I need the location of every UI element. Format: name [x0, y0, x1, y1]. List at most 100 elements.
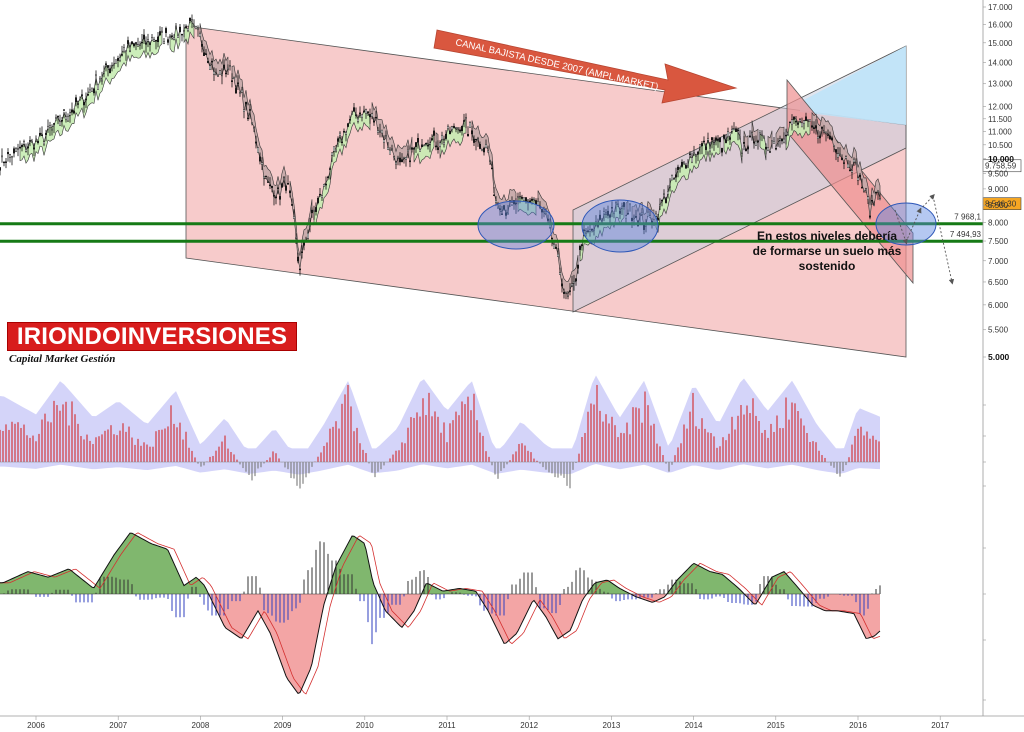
- candle-body: [507, 212, 510, 215]
- price-tag-label: 9.758,59: [985, 162, 1017, 171]
- candle: [849, 160, 852, 172]
- candle: [619, 207, 622, 220]
- year-tick-label: 2013: [603, 721, 621, 730]
- candle: [627, 209, 630, 215]
- candle-body: [415, 142, 418, 147]
- candle-body: [855, 162, 858, 164]
- candle-body: [671, 175, 674, 181]
- candle-body: [246, 117, 249, 120]
- candle-body: [64, 116, 67, 120]
- candle-body: [76, 103, 79, 105]
- projection-arrow: [905, 207, 922, 243]
- candle-body: [47, 125, 50, 130]
- candle-body: [841, 157, 844, 161]
- candle: [57, 115, 60, 125]
- candle: [37, 139, 40, 145]
- candle-body: [623, 202, 626, 207]
- candle: [134, 41, 137, 51]
- trailing-stop-short: [435, 132, 439, 148]
- price-tick-label: 6.000: [988, 301, 1009, 310]
- candle-body: [723, 134, 726, 139]
- candle-body: [289, 190, 292, 194]
- candle: [152, 36, 155, 42]
- candle-body: [126, 40, 129, 44]
- candle: [801, 117, 804, 128]
- candle-body: [835, 149, 838, 153]
- candle-body: [136, 44, 139, 47]
- candle-body: [250, 122, 253, 125]
- candle: [863, 190, 866, 193]
- candle-body: [685, 165, 688, 169]
- candle-body: [401, 159, 404, 163]
- price-tick-label: 14.000: [988, 59, 1013, 68]
- candle-body: [226, 67, 229, 70]
- candle: [693, 145, 696, 156]
- candle: [4, 158, 7, 169]
- candle: [443, 135, 446, 148]
- candle: [212, 67, 215, 81]
- candle-body: [801, 122, 804, 128]
- candle-body: [61, 120, 64, 122]
- candle-body: [663, 193, 666, 195]
- year-tick-label: 2016: [849, 721, 867, 730]
- candle-body: [158, 31, 161, 36]
- brand-name: IRIONDOINVERSIONES: [16, 323, 288, 350]
- candle-body: [14, 148, 17, 153]
- candle: [675, 167, 678, 183]
- candle: [677, 164, 680, 178]
- candle: [861, 178, 864, 189]
- candle-body: [74, 97, 77, 103]
- candle-body: [659, 204, 662, 207]
- candle: [405, 157, 408, 167]
- candle: [871, 194, 874, 205]
- candle: [261, 157, 264, 171]
- candle: [96, 84, 99, 90]
- candle-body: [25, 149, 28, 152]
- candle: [545, 208, 548, 216]
- candle-body: [721, 147, 724, 153]
- candle-body: [154, 39, 157, 42]
- candle: [641, 208, 644, 216]
- candle: [797, 121, 800, 129]
- candle: [825, 131, 828, 142]
- candle-body: [409, 160, 412, 162]
- candle: [323, 183, 326, 187]
- highlight-ellipse: [477, 200, 555, 250]
- candle: [673, 177, 676, 180]
- candle-body: [599, 214, 602, 220]
- candle: [393, 155, 396, 161]
- candle: [761, 130, 764, 142]
- candle-body: [27, 146, 30, 149]
- candle: [124, 50, 127, 61]
- candle-body: [200, 43, 203, 47]
- candle-body: [395, 162, 398, 165]
- projection-arrow: [932, 195, 955, 285]
- candle: [521, 194, 524, 201]
- candle: [847, 159, 850, 168]
- candle-body: [353, 107, 356, 112]
- candle-body: [265, 175, 268, 178]
- candle-body: [212, 71, 215, 75]
- candle-body: [819, 135, 822, 139]
- candle: [29, 136, 32, 147]
- candle: [625, 215, 628, 224]
- candle: [82, 99, 85, 113]
- candle-body: [261, 162, 264, 165]
- brand-logo: IRIONDOINVERSIONES: [7, 322, 297, 351]
- price-tick-label: 15.000: [988, 39, 1013, 48]
- candle-body: [339, 132, 342, 137]
- candle-body: [733, 128, 736, 131]
- candle-body: [23, 141, 26, 145]
- candle: [659, 198, 662, 210]
- candle-body: [63, 109, 66, 111]
- candle-body: [799, 119, 802, 122]
- candle-body: [178, 26, 181, 33]
- candle-body: [391, 148, 394, 150]
- candle-body: [234, 88, 237, 94]
- candle: [98, 75, 101, 83]
- candle-body: [457, 127, 460, 129]
- candle: [200, 40, 203, 53]
- candle: [214, 68, 217, 76]
- candle: [463, 113, 466, 128]
- candle-body: [635, 216, 638, 218]
